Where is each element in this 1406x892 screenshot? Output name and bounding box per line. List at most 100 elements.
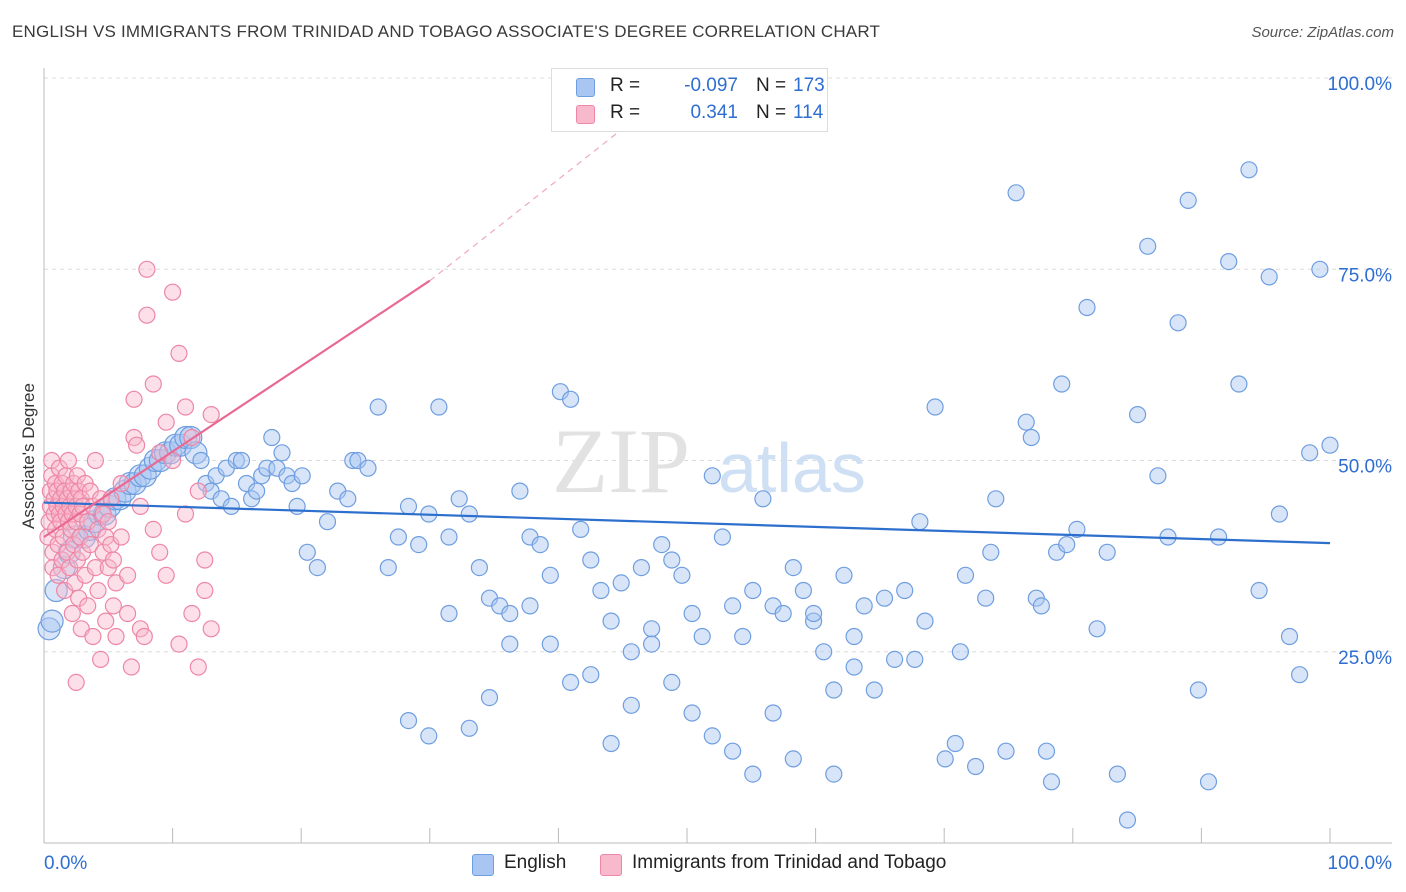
english-point	[480, 688, 499, 707]
english-point	[966, 757, 985, 776]
trinidad-point	[164, 283, 182, 301]
legend-n-label: N =	[756, 102, 787, 123]
english-point	[906, 650, 924, 669]
english-trend-line	[43, 501, 1331, 545]
english-point	[1139, 237, 1157, 255]
english-point	[1199, 773, 1218, 791]
english-point	[1280, 627, 1299, 646]
legend-r-label: R =	[610, 102, 641, 123]
trinidad-point	[104, 597, 123, 615]
trinidad-point	[183, 604, 201, 623]
english-point	[192, 451, 210, 470]
english-point	[582, 551, 600, 569]
y-axis-label: Associate's Degree	[19, 383, 38, 529]
english-point	[754, 490, 772, 508]
english-point	[911, 513, 929, 531]
y-tick-label: 75.0%	[1338, 265, 1392, 286]
english-point	[723, 597, 742, 615]
trinidad-point	[170, 635, 188, 653]
bottom-legend-trinidad-label: Immigrants from Trinidad and Tobago	[632, 852, 947, 873]
english-point	[683, 604, 701, 623]
english-point	[896, 581, 914, 600]
english-point	[602, 734, 620, 753]
english-point	[460, 719, 478, 737]
trinidad-point	[91, 650, 110, 669]
gridlines	[44, 77, 1392, 653]
english-point	[1189, 681, 1208, 699]
english-point	[642, 635, 661, 653]
english-point	[997, 742, 1015, 760]
trinidad-point	[81, 535, 99, 554]
english-point	[1042, 773, 1061, 791]
english-point	[835, 566, 853, 584]
english-point	[673, 566, 691, 584]
english-point	[987, 490, 1005, 508]
english-point	[1240, 161, 1258, 179]
english-point	[572, 520, 590, 539]
english-point	[263, 428, 281, 447]
english-point	[734, 627, 752, 646]
trinidad-swatch	[576, 105, 595, 124]
english-point	[1311, 260, 1329, 278]
trinidad-point	[63, 604, 81, 623]
bottom-legend-english-label: English	[504, 852, 567, 873]
trinidad-point	[196, 551, 214, 569]
english-point	[450, 490, 468, 508]
english-point	[612, 574, 630, 592]
english-point	[399, 497, 418, 515]
english-point	[222, 497, 240, 515]
tick-labels: 25.0% 50.0% 75.0% 100.0% 0.0% 100.0%	[44, 74, 1392, 874]
legend-r-value: -0.097	[684, 75, 738, 96]
english-point	[804, 604, 823, 623]
english-point	[410, 535, 428, 554]
legend-n-label: N =	[756, 75, 787, 96]
english-point	[1301, 444, 1319, 462]
english-point	[916, 612, 934, 630]
english-point	[561, 673, 580, 692]
trinidad-point	[128, 436, 146, 454]
x-tick-label: 0.0%	[44, 853, 87, 874]
english-point	[592, 581, 610, 600]
english-point	[1078, 298, 1096, 317]
trinidad-point	[151, 543, 169, 561]
english-point	[1058, 535, 1076, 554]
legend-r-value: 0.341	[690, 102, 738, 123]
english-point	[511, 482, 529, 500]
english-point	[460, 505, 478, 523]
english-point	[723, 742, 742, 760]
english-point	[1128, 406, 1147, 424]
y-tick-label: 100.0%	[1328, 74, 1393, 95]
english-point	[470, 558, 488, 577]
trinidad-point	[125, 390, 143, 408]
english-point	[1032, 597, 1051, 615]
trinidad-point	[107, 627, 125, 646]
trinidad-point	[135, 627, 153, 646]
english-point	[845, 627, 863, 646]
trinidad-point	[138, 260, 156, 278]
english-point	[440, 604, 458, 623]
trinidad-point	[118, 604, 137, 623]
english-point	[1108, 765, 1127, 783]
english-point	[1260, 268, 1278, 286]
trinidad-swatch	[600, 854, 622, 876]
english-point	[501, 604, 519, 623]
english-swatch	[576, 78, 595, 97]
english-point	[713, 528, 732, 546]
english-point	[825, 765, 843, 783]
trinidad-point	[196, 581, 214, 600]
english-point	[339, 490, 357, 508]
english-point	[653, 535, 671, 554]
axes	[43, 68, 1392, 844]
english-point	[541, 635, 559, 653]
english-point	[541, 566, 559, 584]
english-point	[1179, 191, 1197, 209]
legend-n-value: 114	[793, 102, 824, 123]
english-point	[1270, 505, 1289, 523]
trinidad-point	[157, 566, 175, 584]
english-point	[1118, 811, 1137, 829]
legend-r-label: R =	[610, 75, 641, 96]
english-point	[663, 551, 681, 569]
english-point	[1088, 620, 1106, 638]
english-point	[582, 666, 600, 684]
watermark: ZIP atlas	[552, 410, 866, 512]
